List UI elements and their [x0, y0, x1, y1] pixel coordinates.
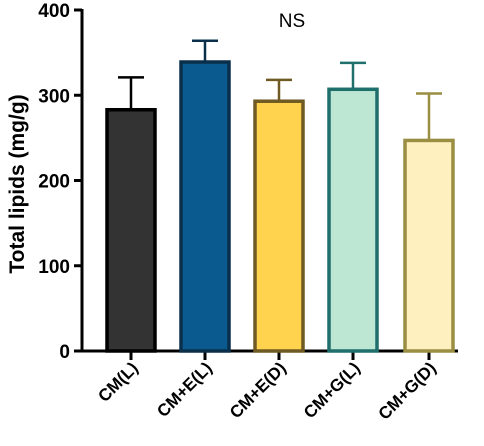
x-tick-label-2: CM+E(L) — [153, 358, 216, 421]
bar-3 — [253, 99, 305, 353]
bars — [105, 60, 455, 353]
y-tick-label-300: 300 — [38, 86, 70, 107]
bar-5 — [403, 138, 455, 353]
x-tick-label-3: CM+E(D) — [226, 358, 290, 422]
bar-2 — [179, 60, 231, 353]
y-tick-label-100: 100 — [38, 257, 70, 278]
significance-annotation: NS — [279, 11, 305, 32]
error-bars — [118, 39, 442, 141]
bar-4 — [327, 87, 379, 353]
x-tick-label-4: CM+G(L) — [300, 358, 364, 422]
bar-1 — [105, 107, 157, 353]
y-tick-label-0: 0 — [59, 342, 70, 363]
y-tick-label-400: 400 — [38, 1, 70, 22]
x-tick-label-1: CM(L) — [94, 358, 141, 405]
y-axis-label: Total lipids (mg/g) — [6, 94, 29, 273]
labels: 0 100 200 300 400 CM(L) CM+E(L) CM+E(D) CM+G(L) C… — [38, 1, 440, 424]
y-tick-label-200: 200 — [38, 172, 70, 193]
x-tick-label-5: CM+G(D) — [375, 358, 440, 423]
